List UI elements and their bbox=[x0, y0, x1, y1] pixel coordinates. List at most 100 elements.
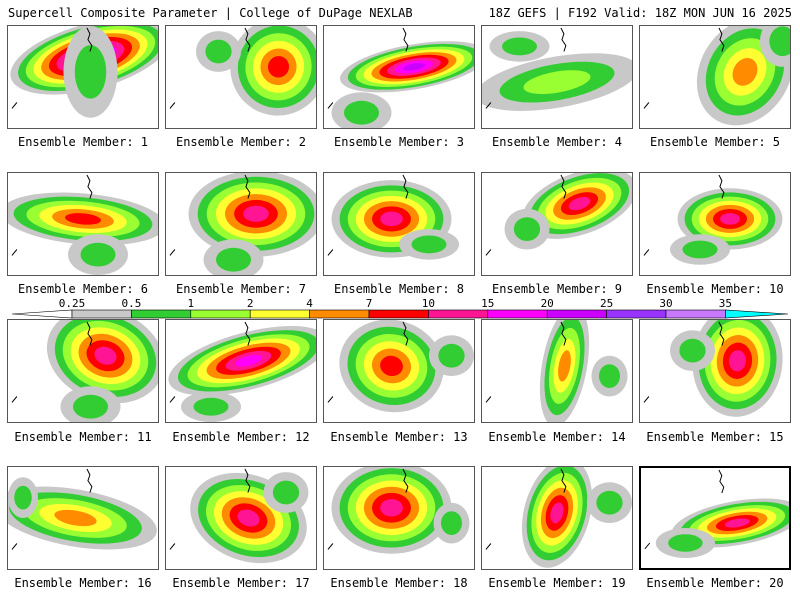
ensemble-member-panel[interactable] bbox=[639, 319, 791, 423]
scp-map bbox=[643, 26, 790, 126]
scp-contour bbox=[380, 355, 403, 377]
scp-contour bbox=[54, 509, 97, 527]
scp-contour bbox=[380, 211, 403, 227]
coastline-line bbox=[11, 543, 18, 550]
coastline-line bbox=[327, 543, 334, 550]
coastline-line bbox=[560, 321, 567, 346]
ensemble-member-label: Ensemble Member: 7 bbox=[175, 282, 307, 296]
scp-contour bbox=[243, 205, 269, 222]
coastline-line bbox=[11, 396, 18, 403]
scp-contour bbox=[380, 499, 403, 517]
ensemble-member-label: Ensemble Member: 11 bbox=[14, 430, 152, 444]
scp-contour bbox=[728, 350, 747, 372]
coastline-line bbox=[402, 27, 409, 52]
ensemble-member-label: Ensemble Member: 1 bbox=[17, 135, 149, 149]
colorbar-segment bbox=[368, 309, 429, 319]
ensemble-member-label: Ensemble Member: 18 bbox=[330, 576, 468, 590]
ensemble-member-label: Ensemble Member: 10 bbox=[646, 282, 784, 296]
colorbar-tick-label: 4 bbox=[306, 297, 313, 310]
scp-contour bbox=[216, 247, 251, 272]
scp-contour bbox=[237, 509, 260, 527]
ensemble-member-label: Ensemble Member: 19 bbox=[488, 576, 626, 590]
coastline-line bbox=[169, 543, 176, 550]
scp-contour bbox=[235, 354, 262, 367]
coastline-line bbox=[169, 102, 176, 109]
coastline-line bbox=[169, 249, 176, 256]
ensemble-member-panel[interactable] bbox=[481, 172, 633, 276]
coastline-line bbox=[169, 396, 176, 403]
coastline-line bbox=[560, 27, 567, 52]
coastline-line bbox=[485, 396, 492, 403]
coastline-line bbox=[560, 468, 567, 493]
ensemble-member-label: Ensemble Member: 15 bbox=[646, 430, 784, 444]
colorbar-tick-label: 20 bbox=[541, 297, 554, 310]
scp-map bbox=[169, 26, 316, 116]
colorbar-legend: 0.25 0.5 1 2 4 7 10 15 20 25 30 35 bbox=[11, 297, 789, 319]
coastline-line bbox=[327, 102, 334, 109]
coastline-line bbox=[244, 27, 251, 52]
ensemble-member-panel[interactable] bbox=[7, 172, 159, 276]
scp-map bbox=[643, 174, 783, 265]
scp-map bbox=[327, 174, 459, 260]
ensemble-member-label: Ensemble Member: 8 bbox=[333, 282, 465, 296]
coastline-line bbox=[485, 543, 492, 550]
colorbar-segment bbox=[11, 309, 73, 319]
scp-contour bbox=[769, 26, 790, 57]
ensemble-member-panel[interactable] bbox=[165, 319, 317, 423]
ensemble-member-label: Ensemble Member: 13 bbox=[330, 430, 468, 444]
colorbar-tick-label: 15 bbox=[481, 297, 494, 310]
coastline-line bbox=[402, 468, 409, 493]
ensemble-member-panel[interactable] bbox=[639, 25, 791, 129]
coastline-line bbox=[86, 321, 93, 346]
scp-contour bbox=[193, 397, 229, 416]
scp-contour bbox=[596, 490, 623, 515]
ensemble-member-panel[interactable] bbox=[323, 25, 475, 129]
scp-map bbox=[485, 320, 628, 422]
ensemble-member-label: Ensemble Member: 3 bbox=[333, 135, 465, 149]
ensemble-member-panel[interactable] bbox=[639, 172, 791, 276]
coastline-line bbox=[643, 102, 650, 109]
ensemble-member-panel[interactable] bbox=[323, 466, 475, 570]
ensemble-member-panel[interactable] bbox=[165, 25, 317, 129]
coastline-line bbox=[402, 321, 409, 346]
colorbar-segment bbox=[606, 309, 667, 319]
coastline-line bbox=[643, 249, 650, 256]
colorbar-tick-label: 35 bbox=[719, 297, 732, 310]
colorbar-segment bbox=[665, 309, 726, 319]
scp-map bbox=[11, 320, 158, 422]
scp-map bbox=[485, 173, 632, 256]
colorbar-tick-label: 2 bbox=[247, 297, 254, 310]
ensemble-member-panel[interactable] bbox=[481, 466, 633, 570]
ensemble-member-panel[interactable] bbox=[7, 319, 159, 423]
ensemble-member-panel[interactable] bbox=[323, 172, 475, 276]
coastline-line bbox=[11, 102, 18, 109]
scp-map bbox=[8, 174, 158, 275]
scp-map bbox=[8, 468, 157, 550]
colorbar-segment bbox=[546, 309, 607, 319]
scp-contour bbox=[550, 502, 564, 524]
colorbar-tick-label: 25 bbox=[600, 297, 613, 310]
ensemble-member-panel[interactable] bbox=[481, 319, 633, 423]
ensemble-member-panel[interactable] bbox=[639, 466, 791, 570]
scp-contour bbox=[73, 394, 108, 419]
scp-contour bbox=[14, 485, 32, 510]
colorbar-segment bbox=[131, 309, 192, 319]
ensemble-member-panel[interactable] bbox=[165, 172, 317, 276]
scp-contour bbox=[438, 343, 465, 368]
ensemble-member-panel[interactable] bbox=[7, 466, 159, 570]
colorbar-segment bbox=[428, 309, 489, 319]
coastline-line bbox=[643, 396, 650, 403]
ensemble-member-panel[interactable] bbox=[7, 25, 159, 129]
colorbar-tick-label: 1 bbox=[187, 297, 194, 310]
ensemble-member-panel[interactable] bbox=[323, 319, 475, 423]
coastline-line bbox=[86, 468, 93, 493]
scp-contour bbox=[568, 196, 591, 211]
scp-contour bbox=[720, 213, 740, 225]
ensemble-member-label: Ensemble Member: 14 bbox=[488, 430, 626, 444]
ensemble-member-panel[interactable] bbox=[481, 25, 633, 129]
scp-map bbox=[482, 27, 632, 111]
title-left: Supercell Composite Parameter | College … bbox=[8, 6, 413, 20]
colorbar-segment bbox=[249, 309, 310, 319]
ensemble-member-panel[interactable] bbox=[165, 466, 317, 570]
colorbar-tick-label: 7 bbox=[366, 297, 373, 310]
